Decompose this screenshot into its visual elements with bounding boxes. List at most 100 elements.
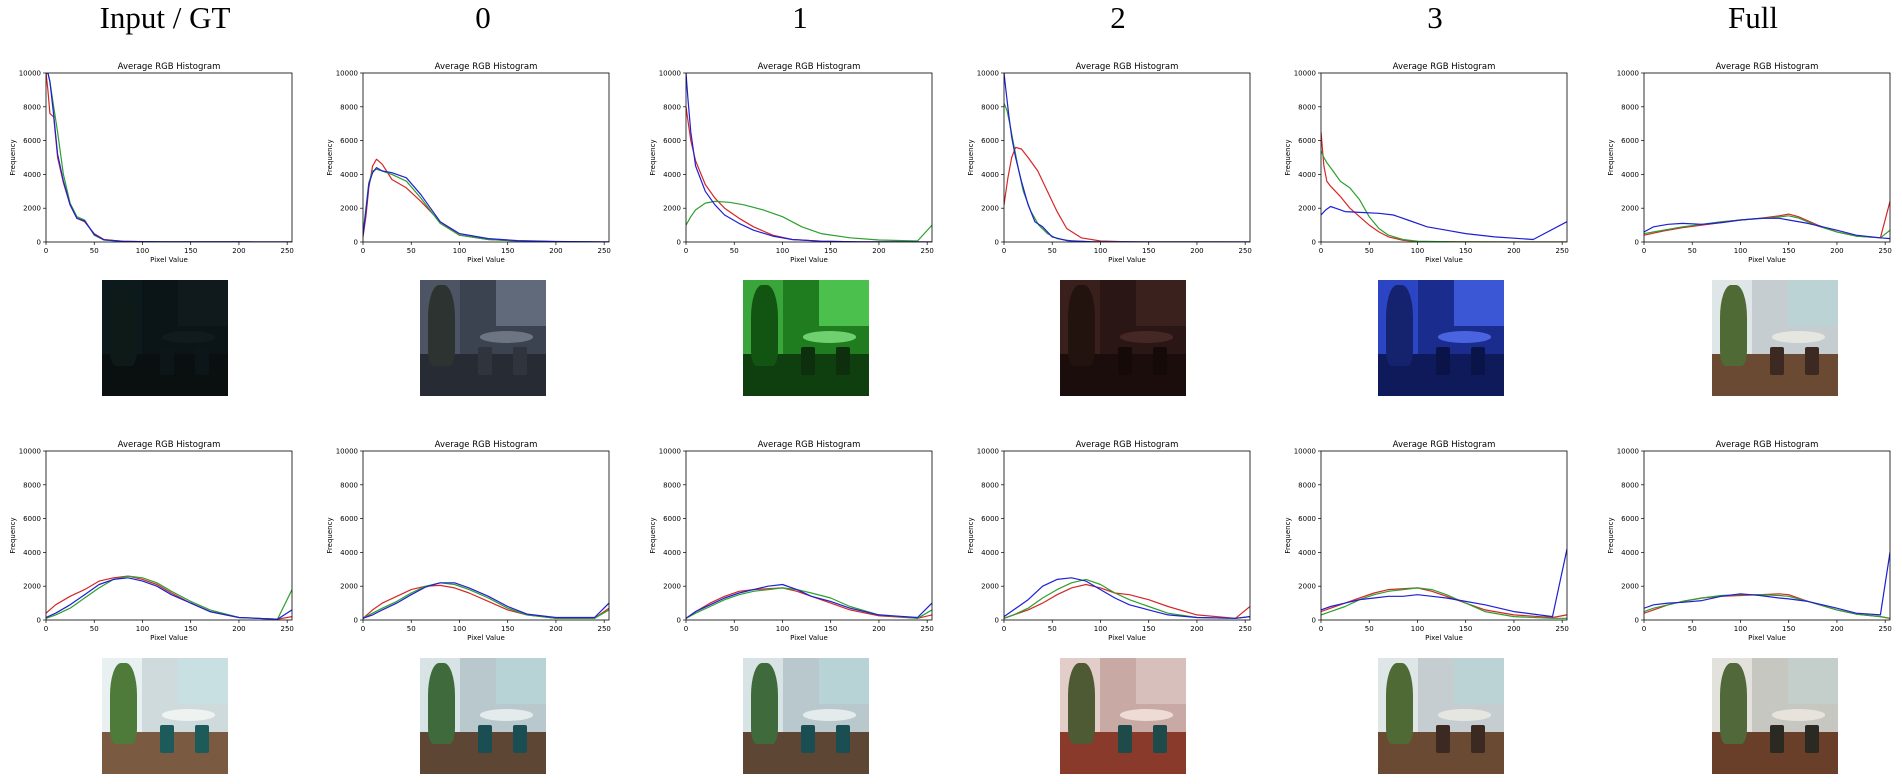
- y-tick-label: 0: [995, 239, 999, 247]
- x-axis-label: Pixel Value: [150, 634, 188, 642]
- series-line-red: [1321, 587, 1567, 619]
- table-shape: [480, 331, 534, 343]
- y-tick-label: 4000: [663, 549, 681, 557]
- y-tick-label: 0: [1635, 239, 1639, 247]
- y-axis-label: Frequency: [649, 139, 657, 175]
- x-tick-label: 100: [1411, 247, 1424, 255]
- y-axis-label: Frequency: [326, 517, 334, 553]
- x-tick-label: 200: [1190, 247, 1203, 255]
- plant-shape: [1719, 662, 1748, 744]
- y-tick-label: 6000: [1298, 137, 1316, 145]
- chart-title: Average RGB Histogram: [435, 440, 538, 450]
- x-tick-label: 100: [1411, 625, 1424, 633]
- y-tick-label: 4000: [1298, 171, 1316, 179]
- series-line-green: [1321, 150, 1567, 242]
- table-shape: [1120, 709, 1174, 721]
- series-line-red: [1321, 132, 1567, 242]
- chart-title: Average RGB Histogram: [1076, 62, 1179, 72]
- x-tick-label: 0: [1642, 247, 1646, 255]
- output-image-thumbnail: [743, 280, 869, 396]
- y-tick-label: 4000: [981, 549, 999, 557]
- y-axis-label: Frequency: [1284, 139, 1292, 175]
- series-line-green: [686, 200, 932, 242]
- y-axis-label: Frequency: [1607, 517, 1615, 553]
- y-tick-label: 8000: [340, 103, 358, 111]
- chair-shape: [195, 347, 210, 376]
- x-tick-label: 250: [920, 247, 933, 255]
- chair-shape: [1117, 347, 1132, 376]
- rgb-histogram-chart: Average RGB Histogram 0 50 100 150 200 250 0 200…: [1284, 62, 1569, 264]
- x-tick-label: 100: [453, 625, 466, 633]
- y-tick-label: 4000: [340, 549, 358, 557]
- chair-shape: [800, 725, 815, 754]
- y-tick-label: 6000: [1298, 515, 1316, 523]
- y-tick-label: 4000: [23, 171, 41, 179]
- y-tick-label: 4000: [23, 549, 41, 557]
- series-line-red: [1644, 593, 1890, 619]
- chair-shape: [1471, 347, 1486, 376]
- chair-shape: [1471, 725, 1486, 754]
- series-line-green: [1004, 578, 1250, 619]
- chair-shape: [477, 725, 492, 754]
- series-line-blue: [686, 583, 932, 619]
- window-region: [495, 280, 546, 327]
- output-image-thumbnail: [1060, 658, 1186, 774]
- column-header: 2: [1110, 0, 1126, 35]
- window-region: [495, 658, 546, 705]
- x-tick-label: 150: [184, 247, 197, 255]
- plant-shape: [1385, 284, 1414, 366]
- chair-shape: [477, 347, 492, 376]
- rgb-histogram-chart: Average RGB Histogram 0 50 100 150 200 250 0 200…: [9, 62, 294, 264]
- x-tick-label: 250: [597, 247, 610, 255]
- plot-frame: [362, 72, 610, 243]
- x-axis-label: Pixel Value: [1748, 634, 1786, 642]
- x-tick-label: 100: [1734, 247, 1747, 255]
- column-header: Full: [1728, 0, 1778, 35]
- chair-shape: [159, 347, 174, 376]
- y-tick-label: 10000: [659, 448, 681, 456]
- series-line-blue: [1644, 217, 1890, 240]
- x-tick-label: 50: [90, 625, 99, 633]
- rgb-histogram-chart: Average RGB Histogram 0 50 100 150 200 250 0 200…: [649, 440, 934, 642]
- x-tick-label: 0: [1002, 625, 1006, 633]
- plot-frame: [1320, 450, 1568, 621]
- plot-frame: [45, 450, 293, 621]
- y-tick-label: 8000: [1621, 103, 1639, 111]
- y-axis-label: Frequency: [967, 139, 975, 175]
- plot-frame: [685, 72, 933, 243]
- y-tick-label: 10000: [19, 70, 41, 78]
- output-image-thumbnail: [1378, 280, 1504, 396]
- x-axis-label: Pixel Value: [1748, 256, 1786, 264]
- chart-title: Average RGB Histogram: [118, 62, 221, 72]
- x-tick-label: 100: [453, 247, 466, 255]
- plant-shape: [427, 662, 456, 744]
- y-tick-label: 10000: [336, 448, 358, 456]
- series-line-green: [46, 575, 292, 620]
- x-tick-label: 0: [684, 247, 688, 255]
- output-image-thumbnail: [1378, 658, 1504, 774]
- x-tick-label: 0: [1642, 625, 1646, 633]
- chair-shape: [1769, 725, 1784, 754]
- plant-shape: [1067, 662, 1096, 744]
- y-tick-label: 10000: [1617, 448, 1639, 456]
- chair-shape: [800, 347, 815, 376]
- series-line-green: [1644, 594, 1890, 619]
- x-tick-label: 0: [1319, 247, 1323, 255]
- rgb-histogram-chart: Average RGB Histogram 0 50 100 150 200 250 0 200…: [9, 440, 294, 642]
- x-tick-label: 250: [920, 625, 933, 633]
- y-tick-label: 0: [995, 617, 999, 625]
- chart-title: Average RGB Histogram: [1716, 62, 1819, 72]
- y-tick-label: 4000: [1298, 549, 1316, 557]
- x-tick-label: 250: [597, 625, 610, 633]
- plant-shape: [1067, 284, 1096, 366]
- y-tick-label: 2000: [1298, 583, 1316, 591]
- y-tick-label: 6000: [981, 515, 999, 523]
- table-shape: [803, 709, 857, 721]
- chair-shape: [1769, 347, 1784, 376]
- x-tick-label: 0: [361, 247, 365, 255]
- y-tick-label: 4000: [340, 171, 358, 179]
- plant-shape: [1385, 662, 1414, 744]
- window-region: [177, 658, 228, 705]
- y-axis-label: Frequency: [1607, 139, 1615, 175]
- y-tick-label: 4000: [1621, 171, 1639, 179]
